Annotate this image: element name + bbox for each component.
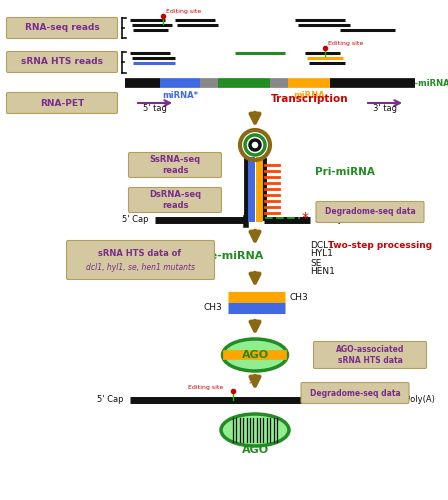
Ellipse shape [223,339,288,371]
Text: Editing site: Editing site [166,9,201,14]
Text: 3' Poly(A): 3' Poly(A) [315,216,355,224]
FancyBboxPatch shape [7,18,117,38]
Text: 5' Cap: 5' Cap [96,396,123,404]
Text: dcl1, hyl1, se, hen1 mutants: dcl1, hyl1, se, hen1 mutants [86,262,194,272]
Text: 3' tag: 3' tag [373,104,397,113]
Text: SsRNA-seq
reads: SsRNA-seq reads [150,156,201,174]
Text: miRNA gene: miRNA gene [418,78,448,88]
Text: RNA-seq reads: RNA-seq reads [25,24,99,32]
FancyBboxPatch shape [301,382,409,404]
Text: Degradome-seq data: Degradome-seq data [325,208,415,216]
Text: 5' tag: 5' tag [143,104,167,113]
Text: AGO-associated
sRNA HTS data: AGO-associated sRNA HTS data [336,346,404,364]
Text: HEN1: HEN1 [310,268,335,276]
Text: HYL1: HYL1 [310,250,333,258]
Text: Two-step processing: Two-step processing [328,240,432,250]
Text: Transcription: Transcription [271,94,349,104]
Text: Editing site: Editing site [328,41,363,46]
Text: miRNA*: miRNA* [162,91,198,100]
FancyBboxPatch shape [129,188,221,212]
Text: miRNA: miRNA [293,91,325,100]
Text: Degradome-seq data: Degradome-seq data [310,388,401,398]
Text: Pre-miRNA: Pre-miRNA [196,251,264,261]
FancyBboxPatch shape [316,202,424,222]
Text: *: * [248,378,256,393]
Text: DsRNA-seq
reads: DsRNA-seq reads [149,190,201,210]
Text: sRNA HTS reads: sRNA HTS reads [21,58,103,66]
FancyBboxPatch shape [314,342,426,368]
Text: Editing site: Editing site [188,385,223,390]
FancyBboxPatch shape [66,240,215,280]
Text: SE: SE [310,258,321,268]
FancyBboxPatch shape [7,52,117,72]
Text: AGO: AGO [241,350,268,360]
Text: 5' Cap: 5' Cap [121,216,148,224]
Text: AGO: AGO [241,445,268,455]
Text: RNA-PET: RNA-PET [40,98,84,108]
Text: DCL1: DCL1 [310,240,334,250]
Text: 3' Poly(A): 3' Poly(A) [395,396,435,404]
Text: *: * [302,211,309,225]
Text: sRNA HTS data of: sRNA HTS data of [99,248,181,258]
Text: CH3: CH3 [290,292,309,302]
Text: CH3: CH3 [203,304,222,312]
Text: Pri-miRNA: Pri-miRNA [315,167,375,177]
FancyBboxPatch shape [7,92,117,114]
Ellipse shape [221,414,289,446]
FancyBboxPatch shape [129,152,221,178]
